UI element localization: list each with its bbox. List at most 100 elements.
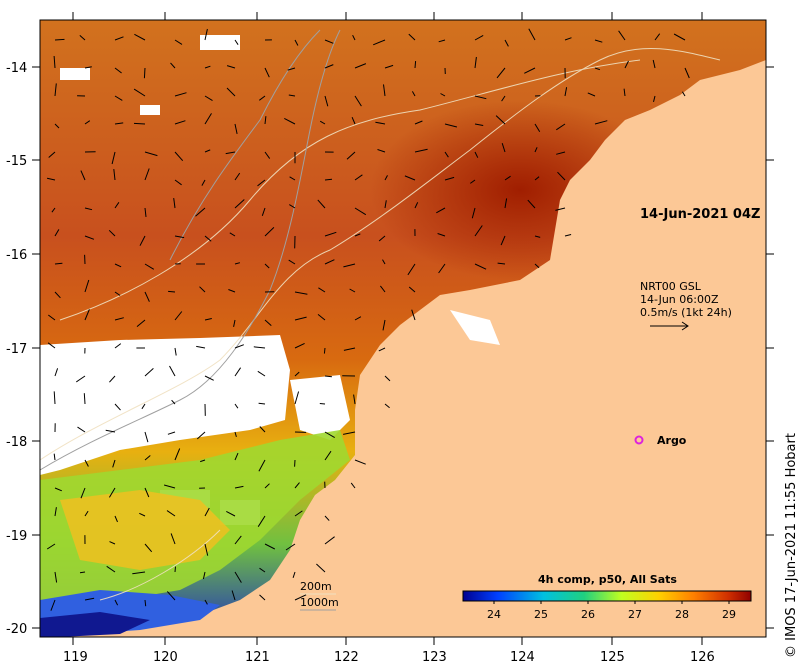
current-vector xyxy=(114,599,119,606)
lon-tick-122: 122 xyxy=(334,650,359,665)
current-vector xyxy=(54,368,59,377)
current-vector xyxy=(504,175,511,181)
current-vector xyxy=(234,39,239,45)
current-vector xyxy=(174,566,176,573)
current-vector xyxy=(48,151,56,158)
current-vector xyxy=(528,28,536,41)
current-vector xyxy=(259,567,266,573)
current-vector xyxy=(324,431,335,439)
current-vector xyxy=(83,393,86,405)
current-vector xyxy=(288,259,296,265)
current-vector xyxy=(132,571,146,575)
current-vector xyxy=(404,175,416,181)
current-vector xyxy=(144,487,150,498)
current-vector xyxy=(144,599,147,607)
current-vector xyxy=(324,536,335,545)
current-vector xyxy=(444,176,455,181)
current-vector xyxy=(170,533,176,545)
current-vector xyxy=(354,63,367,69)
current-vector xyxy=(234,535,242,545)
current-vector xyxy=(258,95,266,101)
current-vector xyxy=(324,64,334,69)
current-vector xyxy=(324,450,332,461)
current-vector xyxy=(289,204,296,209)
current-vector xyxy=(495,115,506,125)
current-vector xyxy=(288,94,296,97)
current-vector xyxy=(258,459,266,472)
current-source: NRT00 GSL xyxy=(640,280,702,293)
current-vector xyxy=(681,91,686,97)
current-vector xyxy=(527,199,536,209)
isobath-1000m: 1000m xyxy=(300,596,339,609)
current-vector xyxy=(168,290,176,293)
argo-marker xyxy=(634,435,644,445)
colorbar xyxy=(462,590,752,602)
current-vector xyxy=(173,198,176,209)
cool-water xyxy=(40,430,350,637)
current-vector xyxy=(414,61,417,69)
current-vector xyxy=(294,482,300,489)
current-vector xyxy=(234,199,245,209)
current-vector xyxy=(594,39,603,43)
current-vector xyxy=(226,87,236,97)
current-vector xyxy=(317,199,326,209)
current-vector xyxy=(54,83,57,97)
current-vector xyxy=(501,143,506,153)
current-vector xyxy=(618,30,626,41)
current-vector xyxy=(201,179,206,186)
current-vector xyxy=(534,263,540,269)
current-scale: 0.5m/s (1kt 24h) xyxy=(640,306,732,319)
current-vector xyxy=(438,263,446,274)
current-vector xyxy=(48,314,56,321)
current-vector xyxy=(324,95,329,107)
current-vector xyxy=(684,67,690,79)
current-vector xyxy=(133,88,146,97)
current-vector xyxy=(284,117,296,125)
current-vector xyxy=(414,148,428,153)
isobaths xyxy=(39,47,721,601)
current-vector xyxy=(438,39,446,43)
current-vector xyxy=(474,225,483,237)
current-vector xyxy=(343,431,356,435)
argo-label: Argo xyxy=(657,434,687,447)
current-vector xyxy=(375,121,386,125)
current-vector xyxy=(383,84,386,97)
current-vector xyxy=(378,347,386,352)
current-vector xyxy=(557,171,566,181)
current-vector xyxy=(84,207,93,211)
colorbar-tick-26: 26 xyxy=(581,608,595,621)
current-vector xyxy=(534,176,540,181)
colorbar-tick-25: 25 xyxy=(534,608,548,621)
current-vector xyxy=(496,67,506,79)
colorbar-ticks xyxy=(493,601,730,604)
current-vector xyxy=(234,452,239,461)
current-vector xyxy=(144,431,149,443)
current-time: 14-Jun 06:00Z xyxy=(640,293,719,306)
current-vector xyxy=(109,375,116,383)
current-vector xyxy=(264,263,270,269)
current-vector xyxy=(474,95,487,100)
current-vector xyxy=(504,39,509,47)
lat-tick-14: -14 xyxy=(6,61,27,76)
current-vector xyxy=(501,95,506,102)
current-vector xyxy=(166,510,176,517)
current-vector xyxy=(174,120,186,125)
current-vector xyxy=(534,235,541,238)
current-vector xyxy=(287,67,296,71)
current-vector xyxy=(204,375,214,381)
current-vectors xyxy=(46,28,690,611)
current-vector xyxy=(474,263,487,270)
current-vector xyxy=(54,571,58,583)
current-vector xyxy=(144,291,150,302)
current-vector xyxy=(174,39,183,45)
current-vector xyxy=(54,487,62,492)
current-vector xyxy=(474,151,479,158)
colorbar-tick-28: 28 xyxy=(675,608,689,621)
current-vector xyxy=(231,590,236,601)
current-vector xyxy=(259,594,266,601)
current-vector xyxy=(204,95,213,102)
colorbar-tick-27: 27 xyxy=(628,608,642,621)
current-vector xyxy=(54,229,60,237)
current-vector xyxy=(111,151,116,165)
current-vector xyxy=(84,235,95,240)
